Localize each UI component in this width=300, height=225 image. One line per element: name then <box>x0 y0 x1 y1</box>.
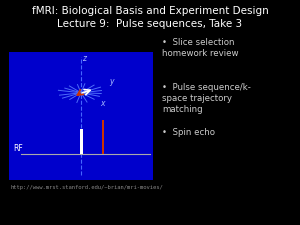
Bar <box>101 120 104 154</box>
Text: RF: RF <box>14 144 23 153</box>
Text: •  Pulse sequence/k-
space trajectory
matching: • Pulse sequence/k- space trajectory mat… <box>162 83 251 115</box>
Text: http://www.mrst.stanford.edu/~brian/mri-movies/: http://www.mrst.stanford.edu/~brian/mri-… <box>11 184 163 189</box>
Text: •  Spin echo: • Spin echo <box>162 128 215 137</box>
Text: fMRI: Biological Basis and Experiment Design
Lecture 9:  Pulse sequences, Take 3: fMRI: Biological Basis and Experiment De… <box>32 6 268 29</box>
Text: x: x <box>100 99 105 108</box>
Bar <box>80 129 82 154</box>
Text: z: z <box>82 54 86 63</box>
Bar <box>9 52 153 180</box>
Text: y: y <box>110 77 114 86</box>
Text: •  Slice selection
homework review: • Slice selection homework review <box>162 38 238 58</box>
